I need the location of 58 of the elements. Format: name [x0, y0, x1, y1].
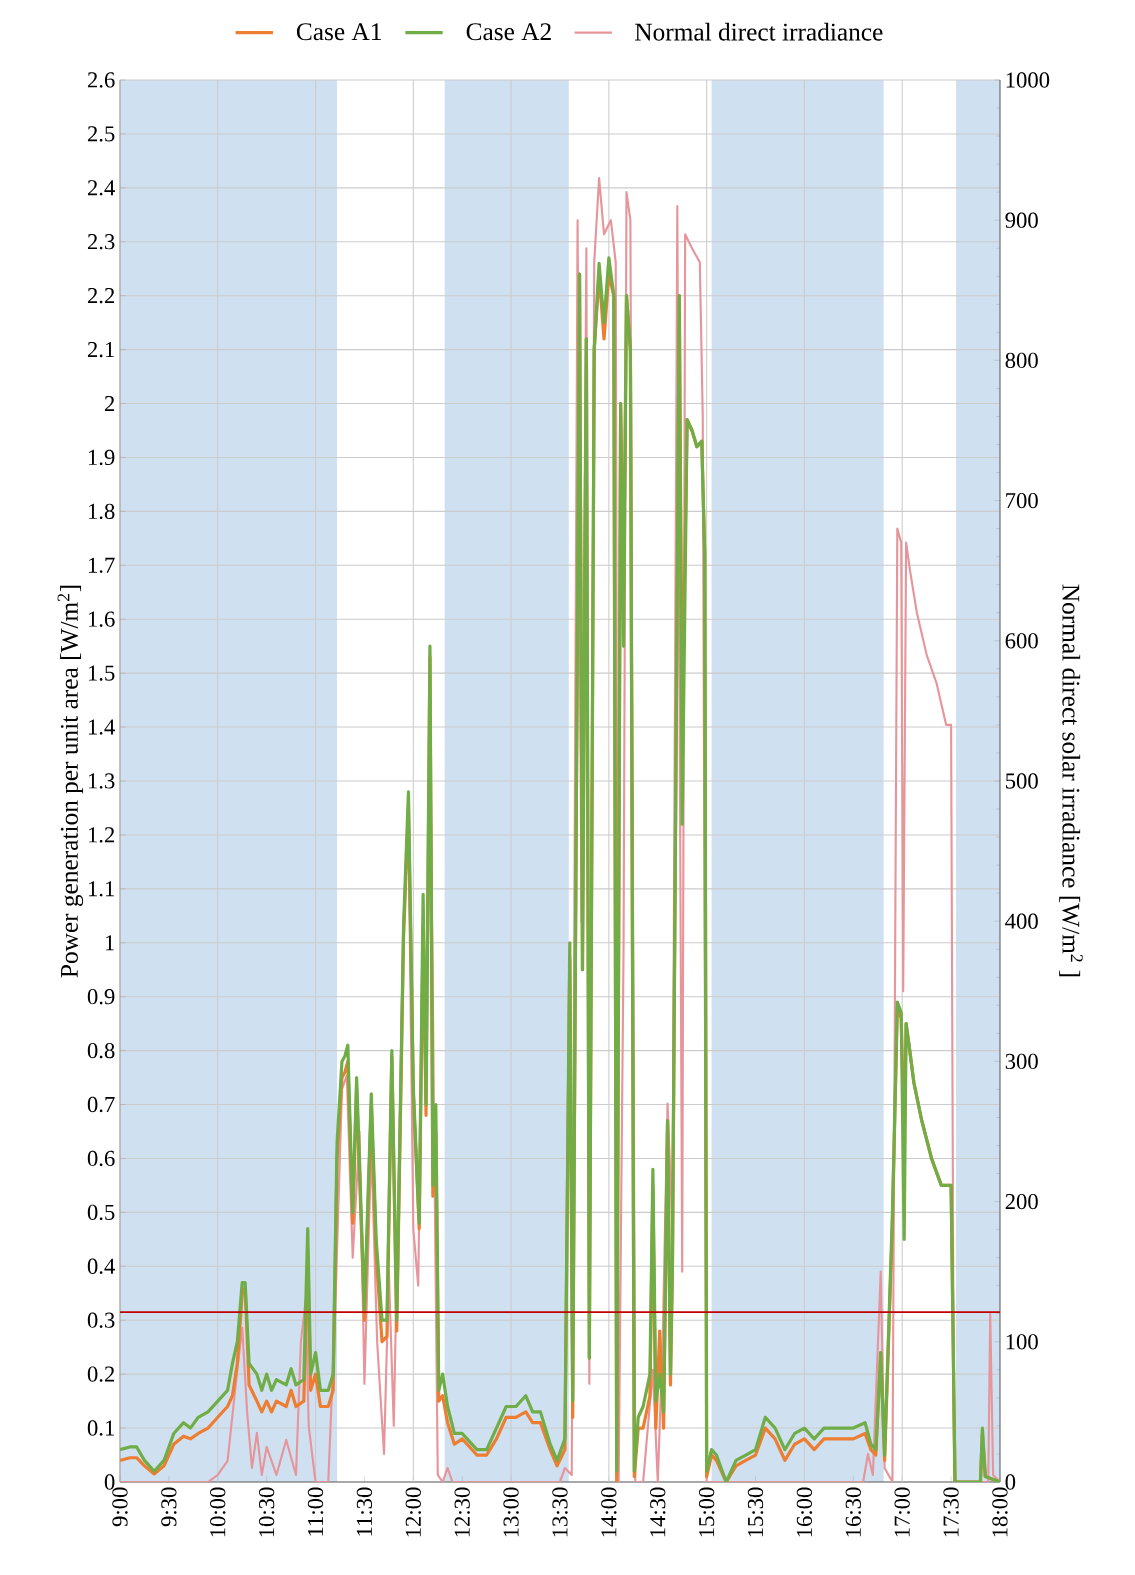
y-tick-label: 1.5	[88, 665, 115, 681]
y2-tick-label: 100	[1006, 1334, 1038, 1350]
y-tick-label: 1.8	[88, 503, 115, 520]
x-tick-label: 10:00	[210, 1487, 226, 1537]
y-tick-label: 2.6	[87, 72, 115, 88]
y-tick-label: 0.5	[87, 1204, 115, 1221]
legend-label: Normal direct irradiance	[635, 22, 883, 41]
x-tick-label: 16:30	[845, 1487, 862, 1537]
x-tick-label: 14:30	[650, 1487, 666, 1537]
y-tick-label: 0.1	[87, 1420, 114, 1436]
y-tick-label: 1.3	[88, 773, 115, 789]
y2-tick-label: 600	[1005, 633, 1038, 649]
y-tick-label: 0.9	[87, 988, 115, 1005]
y-tick-label: 0.8	[87, 1042, 115, 1059]
y-tick-label: 1.6	[88, 611, 115, 627]
x-tick-label: 11:00	[307, 1487, 324, 1536]
x-tick-label: 15:30	[747, 1487, 764, 1537]
x-tick-label: 13:30	[552, 1487, 568, 1537]
y-tick-label: 0.2	[87, 1366, 115, 1382]
y-tick-label: 1.7	[88, 557, 115, 573]
y-tick-label: 2.1	[87, 341, 114, 358]
y-tick-label: 0.4	[87, 1258, 115, 1274]
y-tick-label: 0.7	[87, 1096, 115, 1113]
x-tick-label: 14:00	[601, 1487, 617, 1537]
x-tick-label: 9:30	[161, 1487, 177, 1527]
y2-tick-label: 800	[1005, 352, 1038, 369]
y-tick-label: 2.5	[87, 126, 115, 142]
x-tick-label: 17:30	[943, 1487, 959, 1537]
y-tick-label: 1.2	[88, 827, 115, 843]
y-axis-title: Power generation per unit area [W/m$^{2}$]	[57, 585, 84, 978]
legend-label: Case A2	[466, 23, 551, 41]
y-tick-label: 1.4	[88, 719, 115, 735]
legend-label: Case A1	[296, 23, 381, 41]
x-tick-label: 12:00	[405, 1487, 422, 1537]
y2-tick-label: 400	[1005, 913, 1038, 929]
x-tick-label: 13:00	[503, 1487, 519, 1537]
y2-tick-label: 300	[1005, 1053, 1038, 1070]
y2-tick-label: 200	[1005, 1193, 1038, 1210]
y-tick-label: 2.2	[87, 288, 115, 304]
y-tick-label: 2.3	[87, 234, 115, 250]
x-tick-label: 15:00	[698, 1487, 715, 1537]
y2-tick-label: 1000	[1006, 72, 1050, 88]
y-tick-label: 1	[105, 935, 114, 951]
y2-tick-label: 900	[1005, 212, 1038, 228]
x-tick-label: 11:30	[356, 1487, 373, 1536]
y2-tick-label: 700	[1006, 492, 1038, 509]
y-tick-label: 2.4	[87, 180, 115, 196]
y-tick-label: 0.6	[87, 1150, 115, 1167]
y-tick-label: 1.9	[88, 449, 115, 466]
x-tick-label: 12:30	[454, 1487, 470, 1537]
y2-axis-title: Normal direct solar irradiance [W/m$^{2}$ ]	[1059, 584, 1083, 977]
y-tick-label: 2	[104, 396, 115, 412]
y-tick-label: 0.3	[87, 1312, 115, 1328]
x-tick-label: 17:00	[894, 1487, 910, 1537]
x-tick-label: 10:30	[258, 1487, 275, 1537]
x-tick-label: 16:00	[796, 1487, 813, 1537]
y2-tick-label: 500	[1006, 773, 1038, 789]
y-tick-label: 1.1	[88, 881, 114, 897]
